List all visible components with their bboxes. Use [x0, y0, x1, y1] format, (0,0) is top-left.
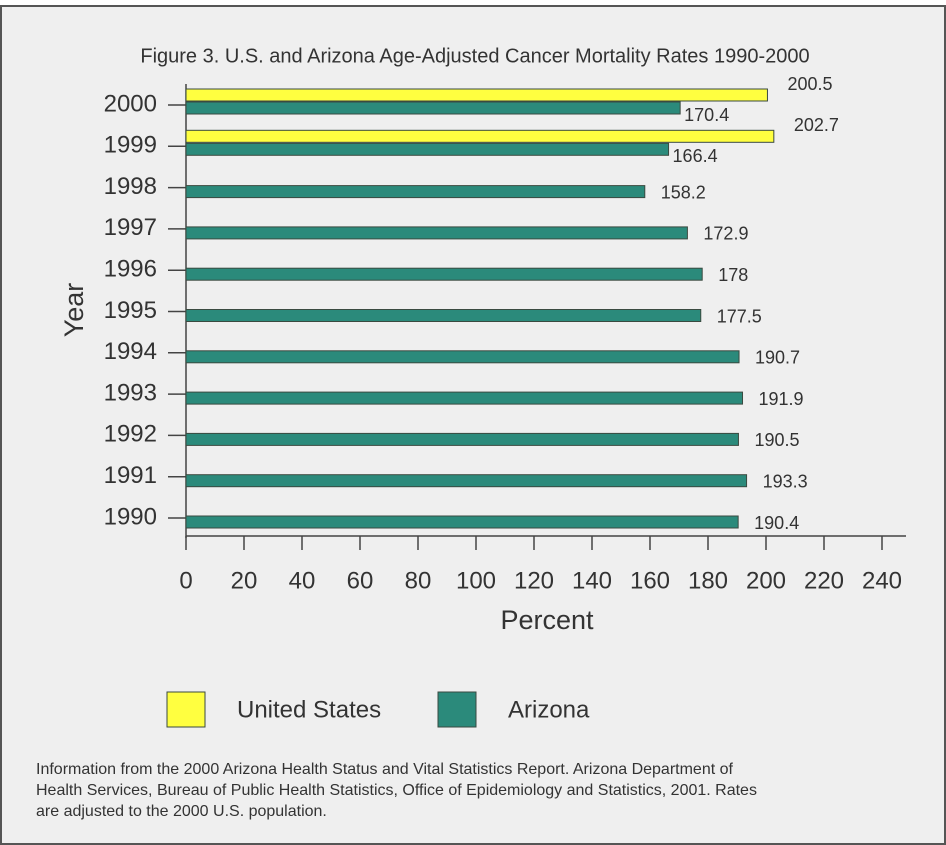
bar — [185, 515, 739, 529]
bar — [185, 309, 702, 322]
y-tick-label: 1996 — [104, 256, 157, 283]
value-label: 190.7 — [755, 348, 800, 368]
bar — [185, 474, 748, 488]
legend-swatch — [166, 691, 206, 728]
value-label: 200.5 — [787, 74, 832, 94]
bar — [185, 226, 688, 240]
value-label: 191.9 — [759, 389, 804, 409]
footnote: Health Services, Bureau of Public Health… — [36, 782, 757, 799]
y-tick-label: 1994 — [104, 338, 157, 365]
value-label: 190.5 — [754, 430, 799, 450]
x-tick-label: 20 — [231, 567, 258, 594]
legend-swatch — [437, 691, 477, 728]
bar — [185, 432, 739, 446]
chart-title: Figure 3. U.S. and Arizona Age-Adjusted … — [140, 45, 809, 67]
bar — [185, 391, 744, 405]
x-axis-label: Percent — [500, 605, 594, 635]
y-tick-label: 1992 — [104, 421, 157, 448]
y-tick-label: 1998 — [104, 173, 157, 200]
x-tick-label: 100 — [456, 567, 496, 594]
legend-label: Arizona — [508, 696, 590, 723]
x-tick-label: 200 — [746, 567, 786, 594]
x-tick-label: 240 — [862, 567, 902, 594]
x-tick-label: 40 — [289, 567, 316, 594]
bar — [185, 88, 768, 102]
y-tick-label: 1993 — [104, 379, 157, 406]
value-label: 172.9 — [703, 224, 748, 244]
x-tick-label: 80 — [405, 567, 432, 594]
x-tick-label: 120 — [514, 567, 554, 594]
footnote: are adjusted to the 2000 U.S. population… — [36, 803, 327, 820]
y-tick-label: 1997 — [104, 214, 157, 241]
x-tick-label: 0 — [179, 567, 192, 594]
bar — [185, 350, 740, 364]
y-tick-label: 1990 — [104, 503, 157, 530]
y-tick-label: 1999 — [104, 132, 157, 159]
legend-label: United States — [237, 696, 381, 723]
bar — [185, 185, 646, 199]
bar — [185, 142, 670, 156]
x-tick-label: 140 — [572, 567, 612, 594]
y-tick-label: 1995 — [104, 297, 157, 324]
value-label: 178 — [718, 265, 748, 285]
value-label: 170.4 — [684, 105, 729, 125]
value-label: 166.4 — [673, 146, 718, 166]
x-tick-label: 220 — [804, 567, 844, 594]
x-tick-label: 60 — [347, 567, 374, 594]
value-label: 177.5 — [717, 306, 762, 326]
y-axis-label: Year — [59, 283, 89, 338]
footnote: Information from the 2000 Arizona Health… — [36, 761, 734, 778]
y-tick-label: 2000 — [104, 90, 157, 117]
x-tick-label: 180 — [688, 567, 728, 594]
value-label: 202.7 — [794, 115, 839, 135]
bar — [185, 129, 775, 143]
bar — [185, 267, 703, 281]
x-tick-label: 160 — [630, 567, 670, 594]
value-label: 190.4 — [754, 513, 799, 533]
value-label: 158.2 — [661, 182, 706, 202]
y-tick-label: 1991 — [104, 462, 157, 489]
bar — [185, 101, 681, 115]
value-label: 193.3 — [763, 471, 808, 491]
